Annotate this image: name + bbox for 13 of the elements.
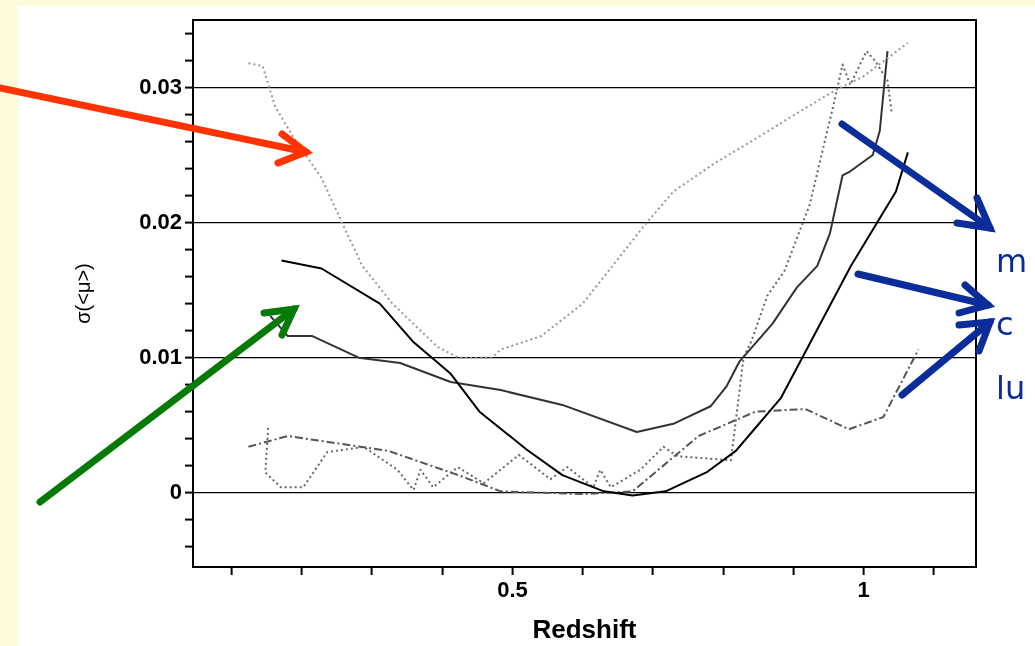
text: lu [996,369,1026,407]
x-tick-label: 0.5 [497,577,528,603]
y-tick-label: 0.03 [139,73,182,99]
text: m [996,242,1028,280]
text: c [996,305,1014,343]
y-tick-label: 0.01 [139,343,182,369]
y-tick-label: 0 [169,478,182,504]
y-axis-title: σ(<μ>) [71,263,94,324]
line-series [247,41,909,359]
line-series [247,348,920,496]
x-tick-label: 1 [857,577,870,603]
y-tick-label: 0.02 [139,208,182,234]
x-axis-title: Redshift [532,613,637,644]
